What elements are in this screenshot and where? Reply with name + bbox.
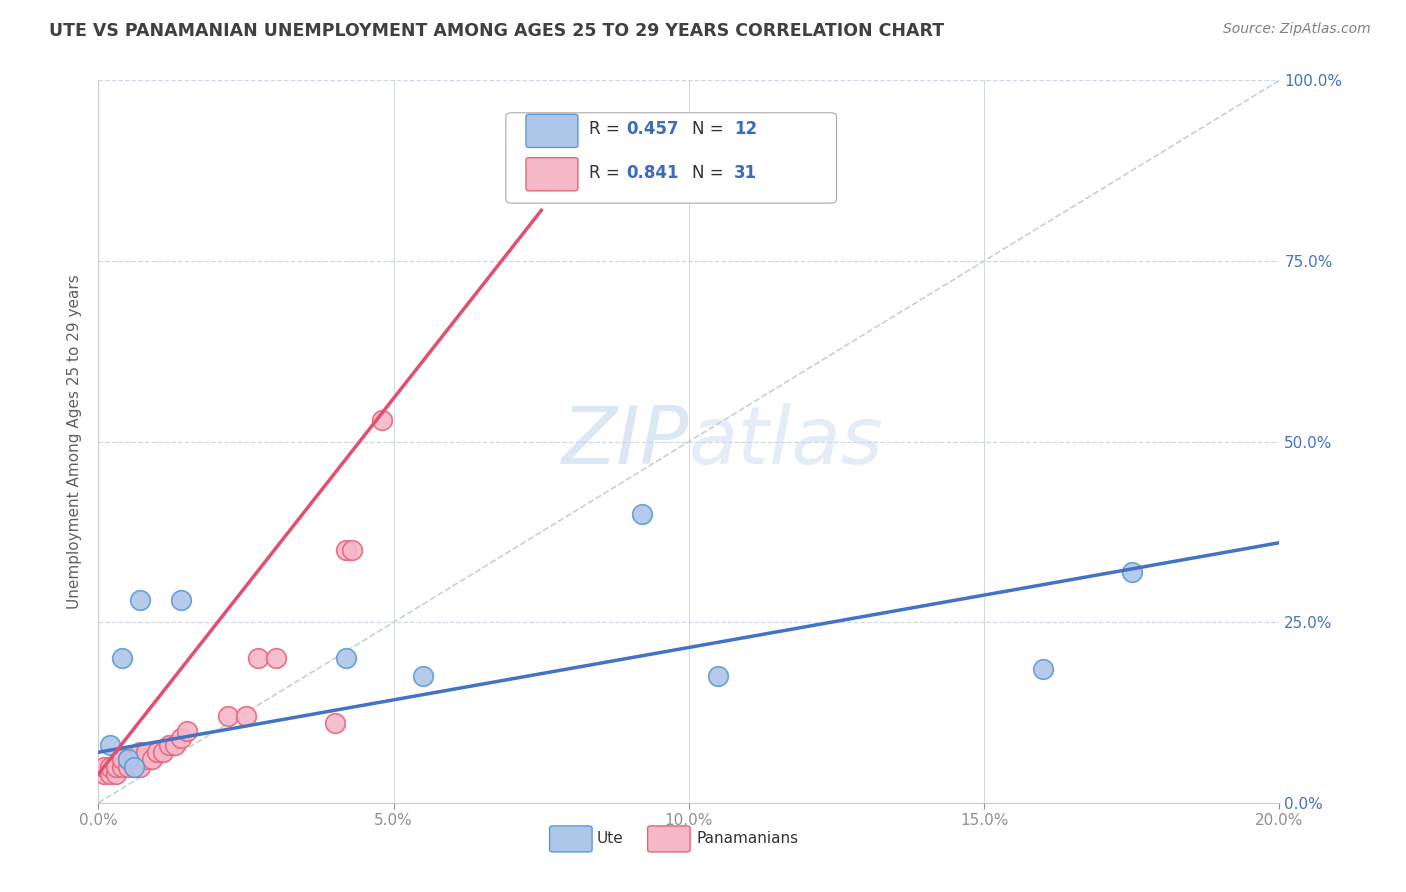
Point xyxy=(111,760,134,774)
Point xyxy=(335,651,357,665)
Point xyxy=(146,745,169,759)
Point xyxy=(630,507,652,521)
Point xyxy=(170,593,193,607)
Text: Ute: Ute xyxy=(596,831,624,847)
Point xyxy=(371,413,394,427)
Point xyxy=(135,745,157,759)
Point xyxy=(98,760,121,774)
Point xyxy=(117,752,139,766)
Text: UTE VS PANAMANIAN UNEMPLOYMENT AMONG AGES 25 TO 29 YEARS CORRELATION CHART: UTE VS PANAMANIAN UNEMPLOYMENT AMONG AGE… xyxy=(49,22,945,40)
Point xyxy=(264,651,287,665)
Point xyxy=(105,760,128,774)
Text: Panamanians: Panamanians xyxy=(696,831,799,847)
FancyBboxPatch shape xyxy=(526,114,578,147)
Point xyxy=(707,669,730,683)
Point xyxy=(111,752,134,766)
Point xyxy=(412,669,434,683)
Text: R =: R = xyxy=(589,120,624,138)
Point xyxy=(128,745,150,759)
Point xyxy=(217,709,239,723)
Text: N =: N = xyxy=(693,164,730,182)
Text: ZIP: ZIP xyxy=(561,402,689,481)
Point xyxy=(246,651,269,665)
Point xyxy=(98,738,121,752)
Point xyxy=(93,760,115,774)
Text: atlas: atlas xyxy=(689,402,884,481)
Point xyxy=(122,760,145,774)
Text: 31: 31 xyxy=(734,164,756,182)
Text: 0.457: 0.457 xyxy=(626,120,679,138)
Point xyxy=(135,752,157,766)
Text: 0.841: 0.841 xyxy=(626,164,679,182)
Point xyxy=(117,760,139,774)
Text: N =: N = xyxy=(693,120,730,138)
Point xyxy=(152,745,174,759)
Point xyxy=(1121,565,1143,579)
Text: Source: ZipAtlas.com: Source: ZipAtlas.com xyxy=(1223,22,1371,37)
Point xyxy=(165,738,187,752)
Text: R =: R = xyxy=(589,164,624,182)
FancyBboxPatch shape xyxy=(648,826,690,852)
FancyBboxPatch shape xyxy=(526,158,578,191)
Point xyxy=(235,709,257,723)
Point xyxy=(122,760,145,774)
Point xyxy=(1032,662,1054,676)
Point xyxy=(323,716,346,731)
FancyBboxPatch shape xyxy=(506,112,837,203)
Point xyxy=(122,752,145,766)
Point xyxy=(157,738,180,752)
Point xyxy=(176,723,198,738)
Point xyxy=(335,542,357,557)
Point xyxy=(128,593,150,607)
Point xyxy=(117,752,139,766)
Text: 12: 12 xyxy=(734,120,756,138)
Point xyxy=(141,752,163,766)
Point xyxy=(128,760,150,774)
Point xyxy=(342,542,364,557)
Point xyxy=(111,651,134,665)
FancyBboxPatch shape xyxy=(550,826,592,852)
Y-axis label: Unemployment Among Ages 25 to 29 years: Unemployment Among Ages 25 to 29 years xyxy=(67,274,83,609)
Point xyxy=(98,767,121,781)
Point xyxy=(93,767,115,781)
Point xyxy=(105,767,128,781)
Point xyxy=(170,731,193,745)
